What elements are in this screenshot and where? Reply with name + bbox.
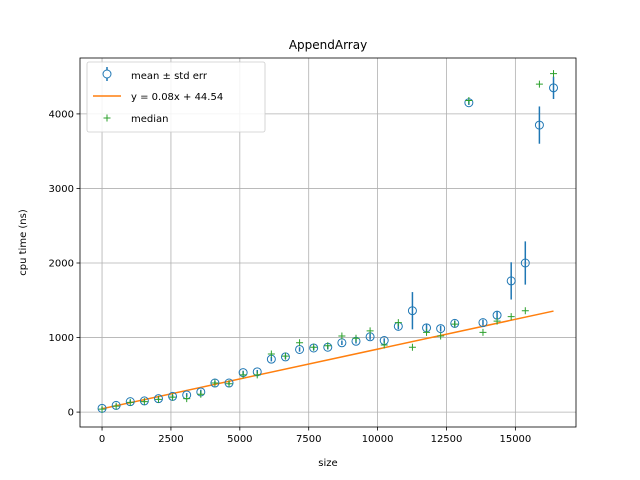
grid (80, 58, 576, 427)
y-tick-label: 4000 (49, 109, 74, 120)
x-tick-label: 0 (99, 434, 105, 445)
median-point (366, 327, 374, 335)
mean-point (210, 378, 220, 388)
median-point (352, 334, 360, 342)
y-tick-label: 2000 (49, 259, 74, 270)
legend: mean ± std err y = 0.08x + 44.54 median (86, 61, 266, 133)
median-point (465, 96, 473, 104)
median-point (338, 332, 346, 340)
median-point (281, 352, 289, 360)
chart-title: AppendArray (289, 38, 367, 52)
mean-point (407, 306, 417, 316)
y-axis: 0 1000 2000 3000 4000 (49, 109, 80, 419)
median-point (324, 342, 332, 350)
median-point (408, 343, 416, 351)
median-point (140, 398, 148, 406)
mean-point (549, 83, 559, 93)
legend-marker-mean (102, 69, 112, 79)
mean-point (478, 318, 488, 328)
mean-point (520, 258, 530, 268)
median-point (239, 371, 247, 379)
median-point (493, 317, 501, 325)
y-axis-title: cpu time (ns) (18, 209, 29, 276)
legend-marker-median (103, 114, 111, 122)
series-layer (97, 70, 559, 413)
legend-label-mean: mean ± std err (131, 71, 208, 82)
median-point (154, 395, 162, 403)
x-tick-label: 10000 (362, 434, 394, 445)
median-point (267, 350, 275, 358)
legend-frame (86, 61, 266, 133)
median-point (451, 320, 459, 328)
median-point (380, 341, 388, 349)
mean-point (506, 276, 516, 286)
x-tick-label: 5000 (227, 434, 252, 445)
median-point (225, 380, 233, 388)
median-point (211, 379, 219, 387)
median-point (535, 80, 543, 88)
median-point (126, 398, 134, 406)
y-tick-label: 3000 (49, 184, 74, 195)
median-point (521, 307, 529, 315)
median-point (169, 393, 177, 401)
median-point (112, 402, 120, 410)
legend-label-fit: y = 0.08x + 44.54 (131, 92, 223, 103)
legend-label-median: median (131, 114, 169, 125)
median-point (394, 319, 402, 327)
median-point (98, 405, 106, 413)
plot-frame (79, 57, 577, 428)
mean-point (534, 120, 544, 130)
median-point (296, 339, 304, 347)
fit-line (101, 310, 554, 410)
x-axis-title: size (318, 458, 337, 469)
median-point (507, 313, 515, 321)
median-point (423, 328, 431, 336)
median-point (183, 395, 191, 403)
x-tick-label: 15000 (499, 434, 531, 445)
x-tick-label: 7500 (296, 434, 321, 445)
median-point (253, 371, 261, 379)
median-point (479, 328, 487, 336)
median-point (197, 390, 205, 398)
median-point (310, 343, 318, 351)
y-tick-label: 0 (68, 408, 74, 419)
x-axis: 0 2500 5000 7500 10000 12500 15000 (99, 427, 531, 445)
y-tick-label: 1000 (49, 333, 74, 344)
x-tick-label: 12500 (431, 434, 463, 445)
median-point (550, 70, 558, 78)
median-point (437, 332, 445, 340)
x-tick-label: 2500 (158, 434, 183, 445)
